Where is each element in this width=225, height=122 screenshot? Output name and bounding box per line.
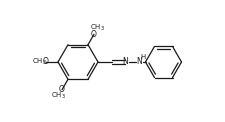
Text: O: O	[43, 57, 49, 66]
Text: N: N	[136, 57, 142, 66]
Text: CH$_3$: CH$_3$	[51, 91, 66, 101]
Text: CH$_3$: CH$_3$	[32, 57, 47, 67]
Text: O: O	[91, 30, 97, 39]
Text: N: N	[122, 57, 128, 66]
Text: H: H	[140, 54, 146, 60]
Text: O: O	[59, 85, 65, 94]
Text: CH$_3$: CH$_3$	[90, 23, 105, 33]
